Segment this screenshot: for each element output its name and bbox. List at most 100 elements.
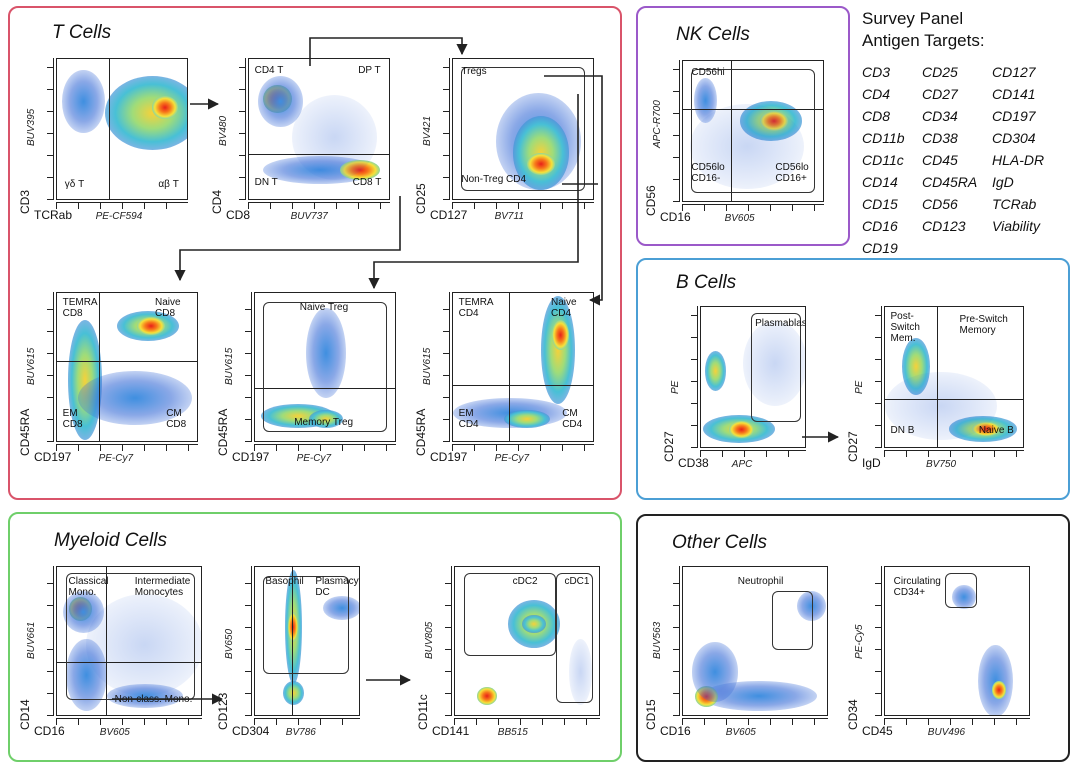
tcells-panel <box>8 6 622 500</box>
antigen: CD14 <box>862 174 898 190</box>
y-axis-ticks <box>673 566 680 716</box>
density-cluster <box>78 371 192 425</box>
gate-label: cDC1 <box>564 575 590 587</box>
x-axis-label: CD197 <box>232 450 270 464</box>
x-axis-ticks <box>56 444 198 451</box>
x-axis-label: CD16 <box>660 210 691 224</box>
x-axis-fluor: BV786 <box>285 727 316 738</box>
gate-label: EM CD4 <box>458 408 479 431</box>
x-axis-ticks <box>884 450 1024 457</box>
gate-label: Naive CD4 <box>551 297 577 320</box>
bcells-panel <box>636 258 1070 500</box>
y-axis-ticks <box>245 566 252 716</box>
quadrant-line <box>509 293 510 441</box>
y-axis-ticks <box>443 58 450 200</box>
x-axis-fluor: PE-Cy7 <box>98 453 134 464</box>
x-axis-ticks <box>56 718 202 725</box>
quadrant-line <box>109 59 110 199</box>
gate-label: Neutrophil <box>737 575 784 587</box>
density-cluster <box>65 639 107 711</box>
y-axis-label: CD11c <box>416 694 430 730</box>
plot-m3: cDC2 cDC1 <box>454 566 600 716</box>
gate-label: EM CD8 <box>62 408 83 431</box>
quadrant-line <box>730 61 732 201</box>
x-axis-fluor: BV605 <box>724 213 755 224</box>
y-axis-fluor: BUV615 <box>26 347 37 385</box>
y-axis-ticks <box>245 292 252 442</box>
quadrant-line <box>885 399 1023 401</box>
antigen: CD4 <box>862 86 891 102</box>
y-axis-label: CD45RA <box>216 408 230 456</box>
gate-label: CM CD4 <box>562 408 583 431</box>
antigen: CD127 <box>992 64 1036 80</box>
density-cluster <box>152 95 179 119</box>
x-axis-fluor: PE-Cy7 <box>296 453 332 464</box>
density-cluster <box>690 103 804 189</box>
density-cluster <box>568 639 593 705</box>
other-panel <box>636 514 1070 762</box>
y-axis-ticks <box>875 306 882 448</box>
quadrant-line <box>249 154 389 156</box>
plot-t2: CD4 T DP T DN T CD8 T <box>248 58 390 200</box>
density-cluster <box>504 410 550 428</box>
nk-panel <box>636 6 850 246</box>
density-cluster <box>476 687 498 705</box>
antigen: TCRab <box>992 196 1037 212</box>
y-axis-fluor: APC-R700 <box>652 100 663 149</box>
plot-t3: Tregs Non-Treg CD4 <box>452 58 594 200</box>
quadrant-line <box>292 567 294 715</box>
plot-b1: Plasmablasts <box>700 306 806 448</box>
gate-label: Tregs <box>461 66 487 77</box>
gate-label: PlasmacytoidDC <box>315 575 359 598</box>
density-cluster <box>322 595 359 620</box>
myeloid-title: Myeloid Cells <box>54 530 167 551</box>
density-cluster <box>541 296 576 404</box>
x-axis-label: CD8 <box>226 208 251 222</box>
gate <box>263 575 349 674</box>
y-axis-ticks <box>875 566 882 716</box>
density-cluster <box>991 681 1007 699</box>
y-axis-fluor: PE <box>670 380 681 395</box>
antigen: CD15 <box>862 196 898 212</box>
x-axis-fluor: BUV737 <box>290 211 328 222</box>
gate-label: Memory Treg <box>294 417 354 429</box>
y-axis-label: CD123 <box>216 692 230 730</box>
x-axis-fluor: APC <box>731 459 753 470</box>
y-axis-ticks <box>47 292 54 442</box>
density-cluster <box>552 320 570 350</box>
antigen: CD27 <box>922 86 958 102</box>
antigen: CD25 <box>922 64 958 80</box>
y-axis-fluor: BUV563 <box>652 621 663 659</box>
antigen: CD11b <box>862 130 905 146</box>
plot-m1: Classical Mono. Intermediate Monocytes Non-c… <box>56 566 202 716</box>
gate <box>461 67 585 191</box>
y-axis-label: CD56 <box>644 185 658 216</box>
gate-label: cDC2 <box>512 575 538 587</box>
x-axis-ticks <box>682 204 824 211</box>
y-axis-label: CD15 <box>644 699 658 730</box>
y-axis-label: CD27 <box>846 431 860 462</box>
plot-m2: Basophil PlasmacytoidDC <box>254 566 360 716</box>
y-axis-ticks <box>443 292 450 442</box>
gate-label: TEMRA CD8 <box>62 297 98 320</box>
y-axis-ticks <box>47 566 54 716</box>
gate-label: γδ T <box>64 179 85 191</box>
y-axis-fluor: BV421 <box>422 116 433 147</box>
antigen: IgD <box>992 174 1014 190</box>
gate-label: DN T <box>254 176 278 188</box>
antigen: HLA-DR <box>992 152 1045 168</box>
x-axis-label: IgD <box>862 456 881 470</box>
bcells-title: B Cells <box>676 272 737 293</box>
density-cluster <box>306 308 346 398</box>
x-axis-ticks <box>700 450 806 457</box>
x-axis-fluor: BV711 <box>494 211 524 222</box>
x-axis-ticks <box>452 202 594 209</box>
y-axis-fluor: BUV615 <box>224 347 235 385</box>
antigen: CD3 <box>862 64 891 80</box>
gate-label: DP T <box>358 64 381 76</box>
plot-t1: γδ T αβ T <box>56 58 188 200</box>
x-axis-ticks <box>254 444 396 451</box>
density-cluster <box>952 585 976 609</box>
density-cluster <box>694 78 718 124</box>
gate <box>691 69 815 193</box>
